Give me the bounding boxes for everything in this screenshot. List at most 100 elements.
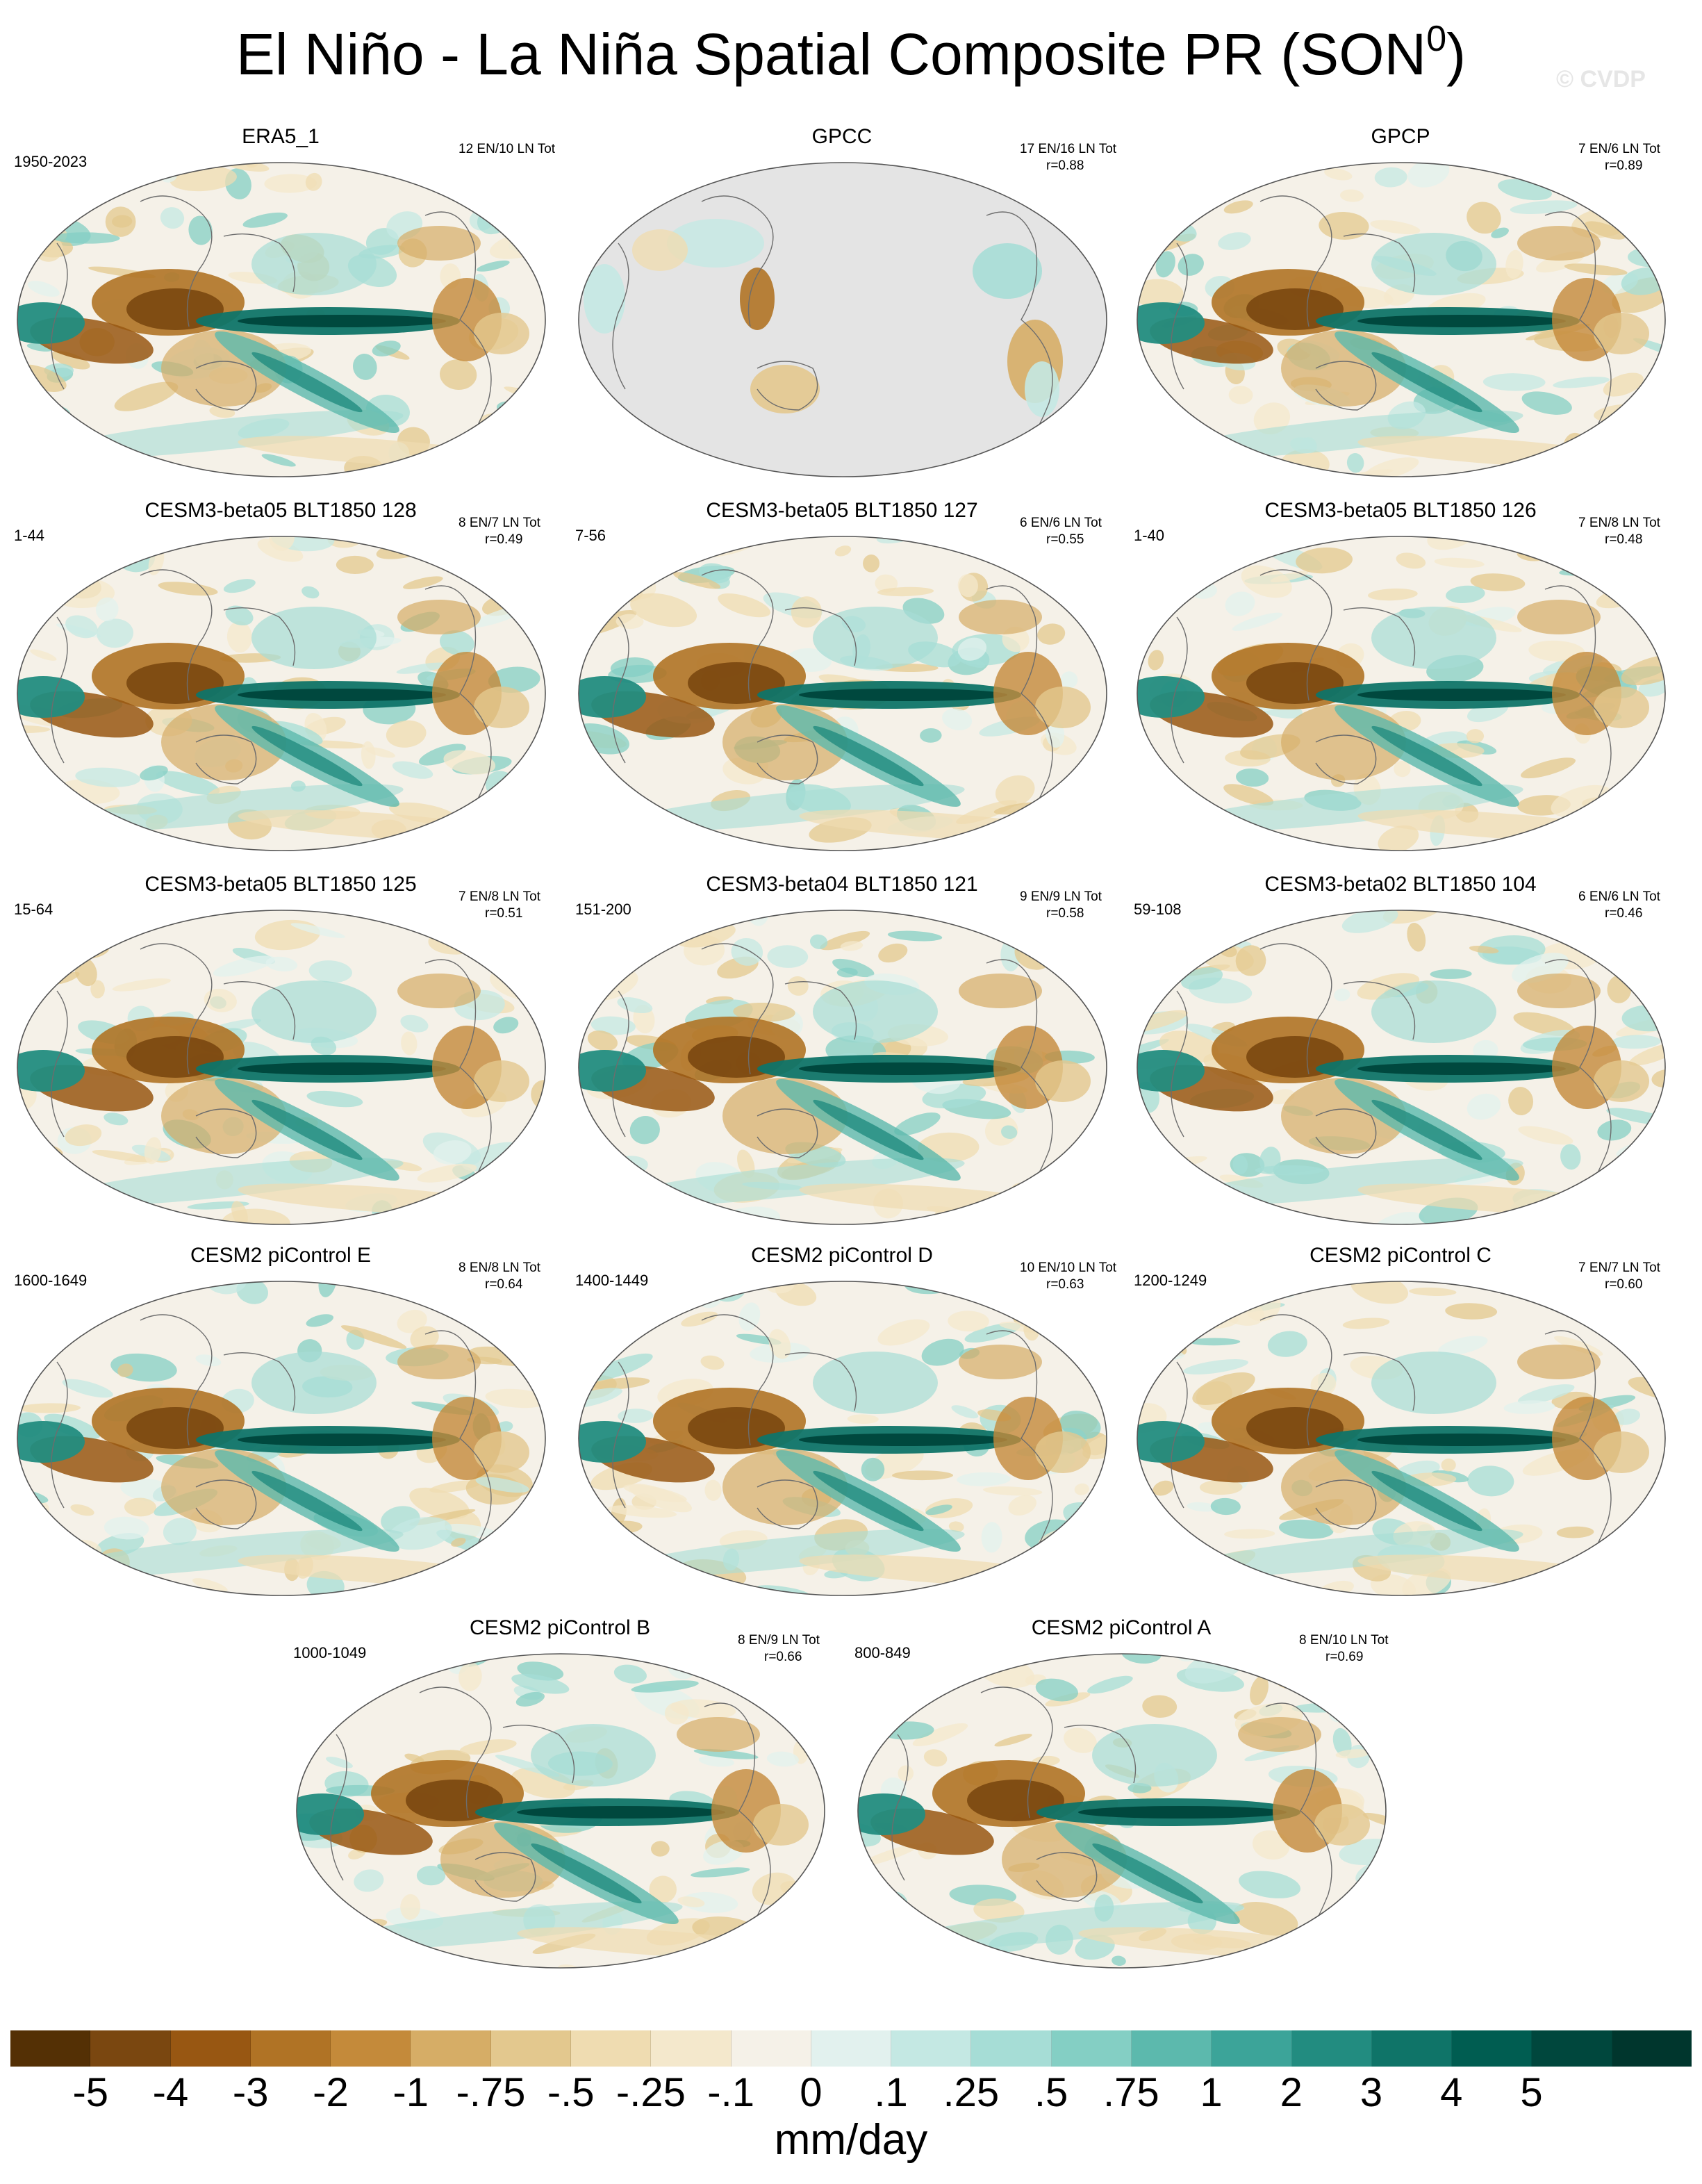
panel-year-range: 1000-1049 — [293, 1644, 367, 1661]
map-panel: CESM2 piControl B 1000-1049 8 EN/9 LN Tot r… — [282, 1616, 838, 1985]
panel-year-range: 15-64 — [14, 901, 53, 918]
map-11 — [1137, 1281, 1666, 1596]
map-7 — [578, 910, 1107, 1225]
panel-title: GPCP — [1371, 125, 1430, 148]
colorbar-tick-label: 2 — [1280, 2070, 1303, 2115]
colorbar-tick-label: 1 — [1200, 2070, 1223, 2115]
panel-year-range: 1200-1249 — [1134, 1272, 1207, 1289]
colorbar-box — [1452, 2030, 1532, 2067]
colorbar-box — [90, 2030, 171, 2067]
panel-title: CESM3-beta05 BLT1850 128 — [144, 499, 417, 522]
panel-title: CESM2 piControl A — [1031, 1616, 1212, 1639]
map-1 — [578, 162, 1107, 477]
panel-event-count: 8 EN/9 LN Tot — [738, 1633, 820, 1648]
panel-year-range: 1-40 — [1134, 527, 1165, 544]
map-panel: ERA5_1 1950-2023 12 EN/10 LN Tot — [3, 125, 559, 493]
colorbar-tick-label: -.1 — [707, 2070, 754, 2115]
map-panel: GPCC 17 EN/16 LN Tot r=0.88 — [564, 125, 1120, 493]
map-13 — [857, 1653, 1387, 1969]
colorbar-tick-label: -.75 — [456, 2070, 526, 2115]
panel-title: CESM3-beta05 BLT1850 127 — [706, 499, 978, 522]
colorbar-box — [971, 2030, 1052, 2067]
map-10 — [578, 1281, 1107, 1596]
panel-title: CESM2 piControl C — [1309, 1244, 1492, 1267]
colorbar-box — [10, 2030, 91, 2067]
map-panel: GPCP 7 EN/6 LN Tot r=0.89 — [1123, 125, 1678, 493]
panel-title: CESM2 piControl B — [469, 1616, 651, 1639]
colorbar-tick-label: .5 — [1034, 2070, 1068, 2115]
figure-title-close: ) — [1446, 22, 1466, 87]
colorbar-box — [1051, 2030, 1132, 2067]
map-5 — [1137, 536, 1666, 851]
panel-correlation: r=0.48 — [1605, 532, 1643, 547]
panel-year-range: 7-56 — [575, 527, 606, 544]
panel-event-count: 6 EN/6 LN Tot — [1578, 889, 1660, 904]
map-panel: CESM3-beta04 BLT1850 121 151-200 9 EN/9 LN… — [564, 873, 1120, 1241]
panel-title: CESM3-beta05 BLT1850 126 — [1264, 499, 1537, 522]
colorbar-tick-label: 5 — [1520, 2070, 1543, 2115]
colorbar-tick-label: .75 — [1103, 2070, 1159, 2115]
colorbar-tick-label: -.5 — [547, 2070, 595, 2115]
colorbar-box — [891, 2030, 972, 2067]
panel-event-count: 9 EN/9 LN Tot — [1020, 889, 1102, 904]
panel-correlation: r=0.55 — [1046, 532, 1084, 547]
colorbar-tick-label: -.25 — [615, 2070, 686, 2115]
panel-correlation: r=0.60 — [1605, 1277, 1643, 1292]
map-6 — [17, 910, 546, 1225]
panel-correlation: r=0.88 — [1046, 158, 1084, 173]
map-0 — [17, 162, 546, 477]
colorbar-tick-label: -5 — [72, 2070, 109, 2115]
map-panel: CESM2 piControl D 1400-1449 10 EN/10 LN To… — [564, 1244, 1120, 1612]
colorbar-box — [1291, 2030, 1372, 2067]
map-panel: CESM2 piControl E 1600-1649 8 EN/8 LN Tot r… — [3, 1244, 559, 1612]
figure-title-superscript: 0 — [1426, 19, 1447, 59]
panel-title: CESM3-beta02 BLT1850 104 — [1264, 873, 1537, 896]
panel-year-range: 800-849 — [854, 1644, 911, 1661]
figure-title-text: El Niño - La Niña Spatial Composite PR (… — [236, 22, 1427, 87]
panel-event-count: 8 EN/8 LN Tot — [458, 1261, 540, 1275]
colorbar-box — [1612, 2030, 1692, 2067]
panel-event-count: 7 EN/7 LN Tot — [1578, 1261, 1660, 1275]
map-panel: CESM2 piControl C 1200-1249 7 EN/7 LN Tot r… — [1123, 1244, 1678, 1612]
cvdp-watermark: © CVDP — [1556, 66, 1646, 92]
panel-correlation: r=0.58 — [1046, 906, 1084, 921]
panel-year-range: 1950-2023 — [14, 153, 88, 170]
map-4 — [578, 536, 1107, 851]
colorbar-units: mm/day — [774, 2116, 928, 2164]
colorbar-box — [250, 2030, 331, 2067]
map-12 — [296, 1653, 825, 1969]
colorbar-box — [731, 2030, 811, 2067]
panel-event-count: 12 EN/10 LN Tot — [458, 142, 556, 156]
panel-correlation: r=0.46 — [1605, 906, 1643, 921]
colorbar-tick-label: -1 — [393, 2070, 429, 2115]
map-9 — [17, 1281, 546, 1596]
map-panel: CESM3-beta05 BLT1850 128 1-44 8 EN/7 LN To… — [3, 499, 559, 867]
colorbar-tick-label: 4 — [1440, 2070, 1463, 2115]
colorbar-box — [651, 2030, 732, 2067]
panel-title: CESM2 piControl D — [751, 1244, 933, 1267]
colorbar-box — [811, 2030, 892, 2067]
panel-event-count: 6 EN/6 LN Tot — [1020, 516, 1102, 530]
panel-year-range: 1600-1649 — [14, 1272, 88, 1289]
panel-year-range: 1-44 — [14, 527, 45, 544]
panel-title: GPCC — [811, 125, 873, 148]
panel-correlation: r=0.63 — [1046, 1277, 1084, 1292]
panel-event-count: 17 EN/16 LN Tot — [1020, 142, 1117, 156]
colorbar-tick-label: 0 — [800, 2070, 823, 2115]
colorbar-tick-label: -2 — [313, 2070, 349, 2115]
panel-correlation: r=0.66 — [764, 1650, 802, 1664]
panel-year-range: 151-200 — [575, 901, 631, 918]
panel-correlation: r=0.49 — [485, 532, 523, 547]
map-panel: CESM3-beta02 BLT1850 104 59-108 6 EN/6 LN … — [1123, 873, 1678, 1241]
colorbar-box — [411, 2030, 491, 2067]
panel-year-range: 1400-1449 — [575, 1272, 649, 1289]
map-2 — [1137, 162, 1666, 477]
colorbar-box — [1131, 2030, 1212, 2067]
colorbar-box — [1371, 2030, 1453, 2067]
colorbar-tick-label: -4 — [152, 2070, 189, 2115]
panel-correlation: r=0.64 — [485, 1277, 523, 1292]
colorbar-box — [1532, 2030, 1612, 2067]
colorbar-box — [331, 2030, 411, 2067]
panel-event-count: 7 EN/6 LN Tot — [1578, 142, 1660, 156]
panel-correlation: r=0.69 — [1325, 1650, 1364, 1664]
